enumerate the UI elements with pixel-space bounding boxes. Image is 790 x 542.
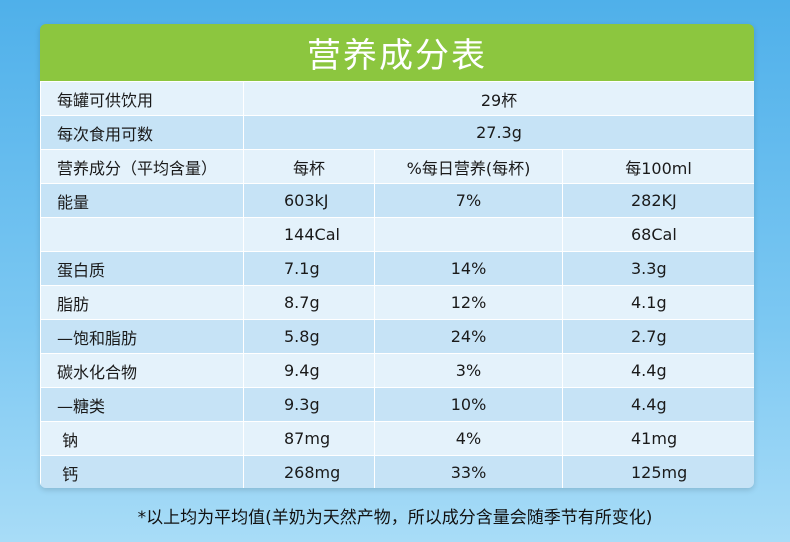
- page-title: 营养成分表: [307, 36, 487, 76]
- header-per-cup: 每杯: [243, 149, 375, 184]
- per-100ml-value: 125mg: [561, 455, 754, 488]
- nutrient-name: 脂肪: [40, 285, 244, 320]
- nutrition-panel: 营养成分表 每罐可供饮用 29杯 每次食用可数 27.3g 营养成分（平均含量）…: [40, 24, 754, 488]
- per-cup-value: 87mg: [243, 421, 375, 456]
- nutrient-name: 钠: [40, 421, 244, 456]
- header-daily-value: %每日营养(每杯): [374, 149, 563, 184]
- table-row: 能量 603kJ 7% 282KJ: [40, 183, 754, 218]
- table-row: 每次食用可数 27.3g: [40, 115, 754, 150]
- portion-value: 27.3g: [242, 115, 754, 150]
- nutrient-name: —饱和脂肪: [40, 319, 244, 354]
- per-100ml-value: 4.1g: [561, 285, 754, 320]
- servings-value: 29杯: [242, 81, 754, 116]
- servings-label: 每罐可供饮用: [40, 81, 244, 116]
- per-cup-value: 268mg: [243, 455, 375, 488]
- nutrient-name: 碳水化合物: [40, 353, 244, 388]
- table-row: 蛋白质 7.1g 14% 3.3g: [40, 251, 754, 286]
- table-row: 钙 268mg 33% 125mg: [40, 455, 754, 488]
- portion-label: 每次食用可数: [40, 115, 244, 150]
- header-per-100ml: 每100ml: [561, 149, 754, 184]
- nutrient-name: 蛋白质: [40, 251, 244, 286]
- table-header-row: 营养成分（平均含量） 每杯 %每日营养(每杯) 每100ml: [40, 149, 754, 184]
- table-row: 每罐可供饮用 29杯: [40, 81, 754, 116]
- daily-value: [374, 217, 563, 252]
- per-cup-value: 8.7g: [243, 285, 375, 320]
- daily-value: 3%: [374, 353, 563, 388]
- table-row: —糖类 9.3g 10% 4.4g: [40, 387, 754, 422]
- table-row: 钠 87mg 4% 41mg: [40, 421, 754, 456]
- per-cup-value: 603kJ: [243, 183, 375, 218]
- nutrient-name: 钙: [40, 455, 244, 488]
- per-cup-value: 7.1g: [243, 251, 375, 286]
- daily-value: 7%: [374, 183, 563, 218]
- per-100ml-value: 4.4g: [561, 387, 754, 422]
- per-100ml-value: 41mg: [561, 421, 754, 456]
- per-100ml-value: 4.4g: [561, 353, 754, 388]
- per-cup-value: 144Cal: [243, 217, 375, 252]
- table-row: 144Cal 68Cal: [40, 217, 754, 252]
- daily-value: 33%: [374, 455, 563, 488]
- per-cup-value: 5.8g: [243, 319, 375, 354]
- nutrient-name: 能量: [40, 183, 244, 218]
- table-row: 脂肪 8.7g 12% 4.1g: [40, 285, 754, 320]
- daily-value: 24%: [374, 319, 563, 354]
- nutrient-name: —糖类: [40, 387, 244, 422]
- per-cup-value: 9.3g: [243, 387, 375, 422]
- per-100ml-value: 2.7g: [561, 319, 754, 354]
- header-nutrient: 营养成分（平均含量）: [40, 149, 244, 184]
- per-100ml-value: 282KJ: [561, 183, 754, 218]
- table-row: —饱和脂肪 5.8g 24% 2.7g: [40, 319, 754, 354]
- daily-value: 4%: [374, 421, 563, 456]
- nutrient-name: [40, 217, 244, 252]
- daily-value: 14%: [374, 251, 563, 286]
- daily-value: 12%: [374, 285, 563, 320]
- title-bar: 营养成分表: [40, 24, 754, 81]
- per-100ml-value: 68Cal: [561, 217, 754, 252]
- nutrition-table: 每罐可供饮用 29杯 每次食用可数 27.3g 营养成分（平均含量） 每杯 %每…: [40, 81, 754, 488]
- daily-value: 10%: [374, 387, 563, 422]
- table-row: 碳水化合物 9.4g 3% 4.4g: [40, 353, 754, 388]
- per-100ml-value: 3.3g: [561, 251, 754, 286]
- footnote: *以上均为平均值(羊奶为天然产物，所以成分含量会随季节有所变化): [137, 508, 653, 528]
- per-cup-value: 9.4g: [243, 353, 375, 388]
